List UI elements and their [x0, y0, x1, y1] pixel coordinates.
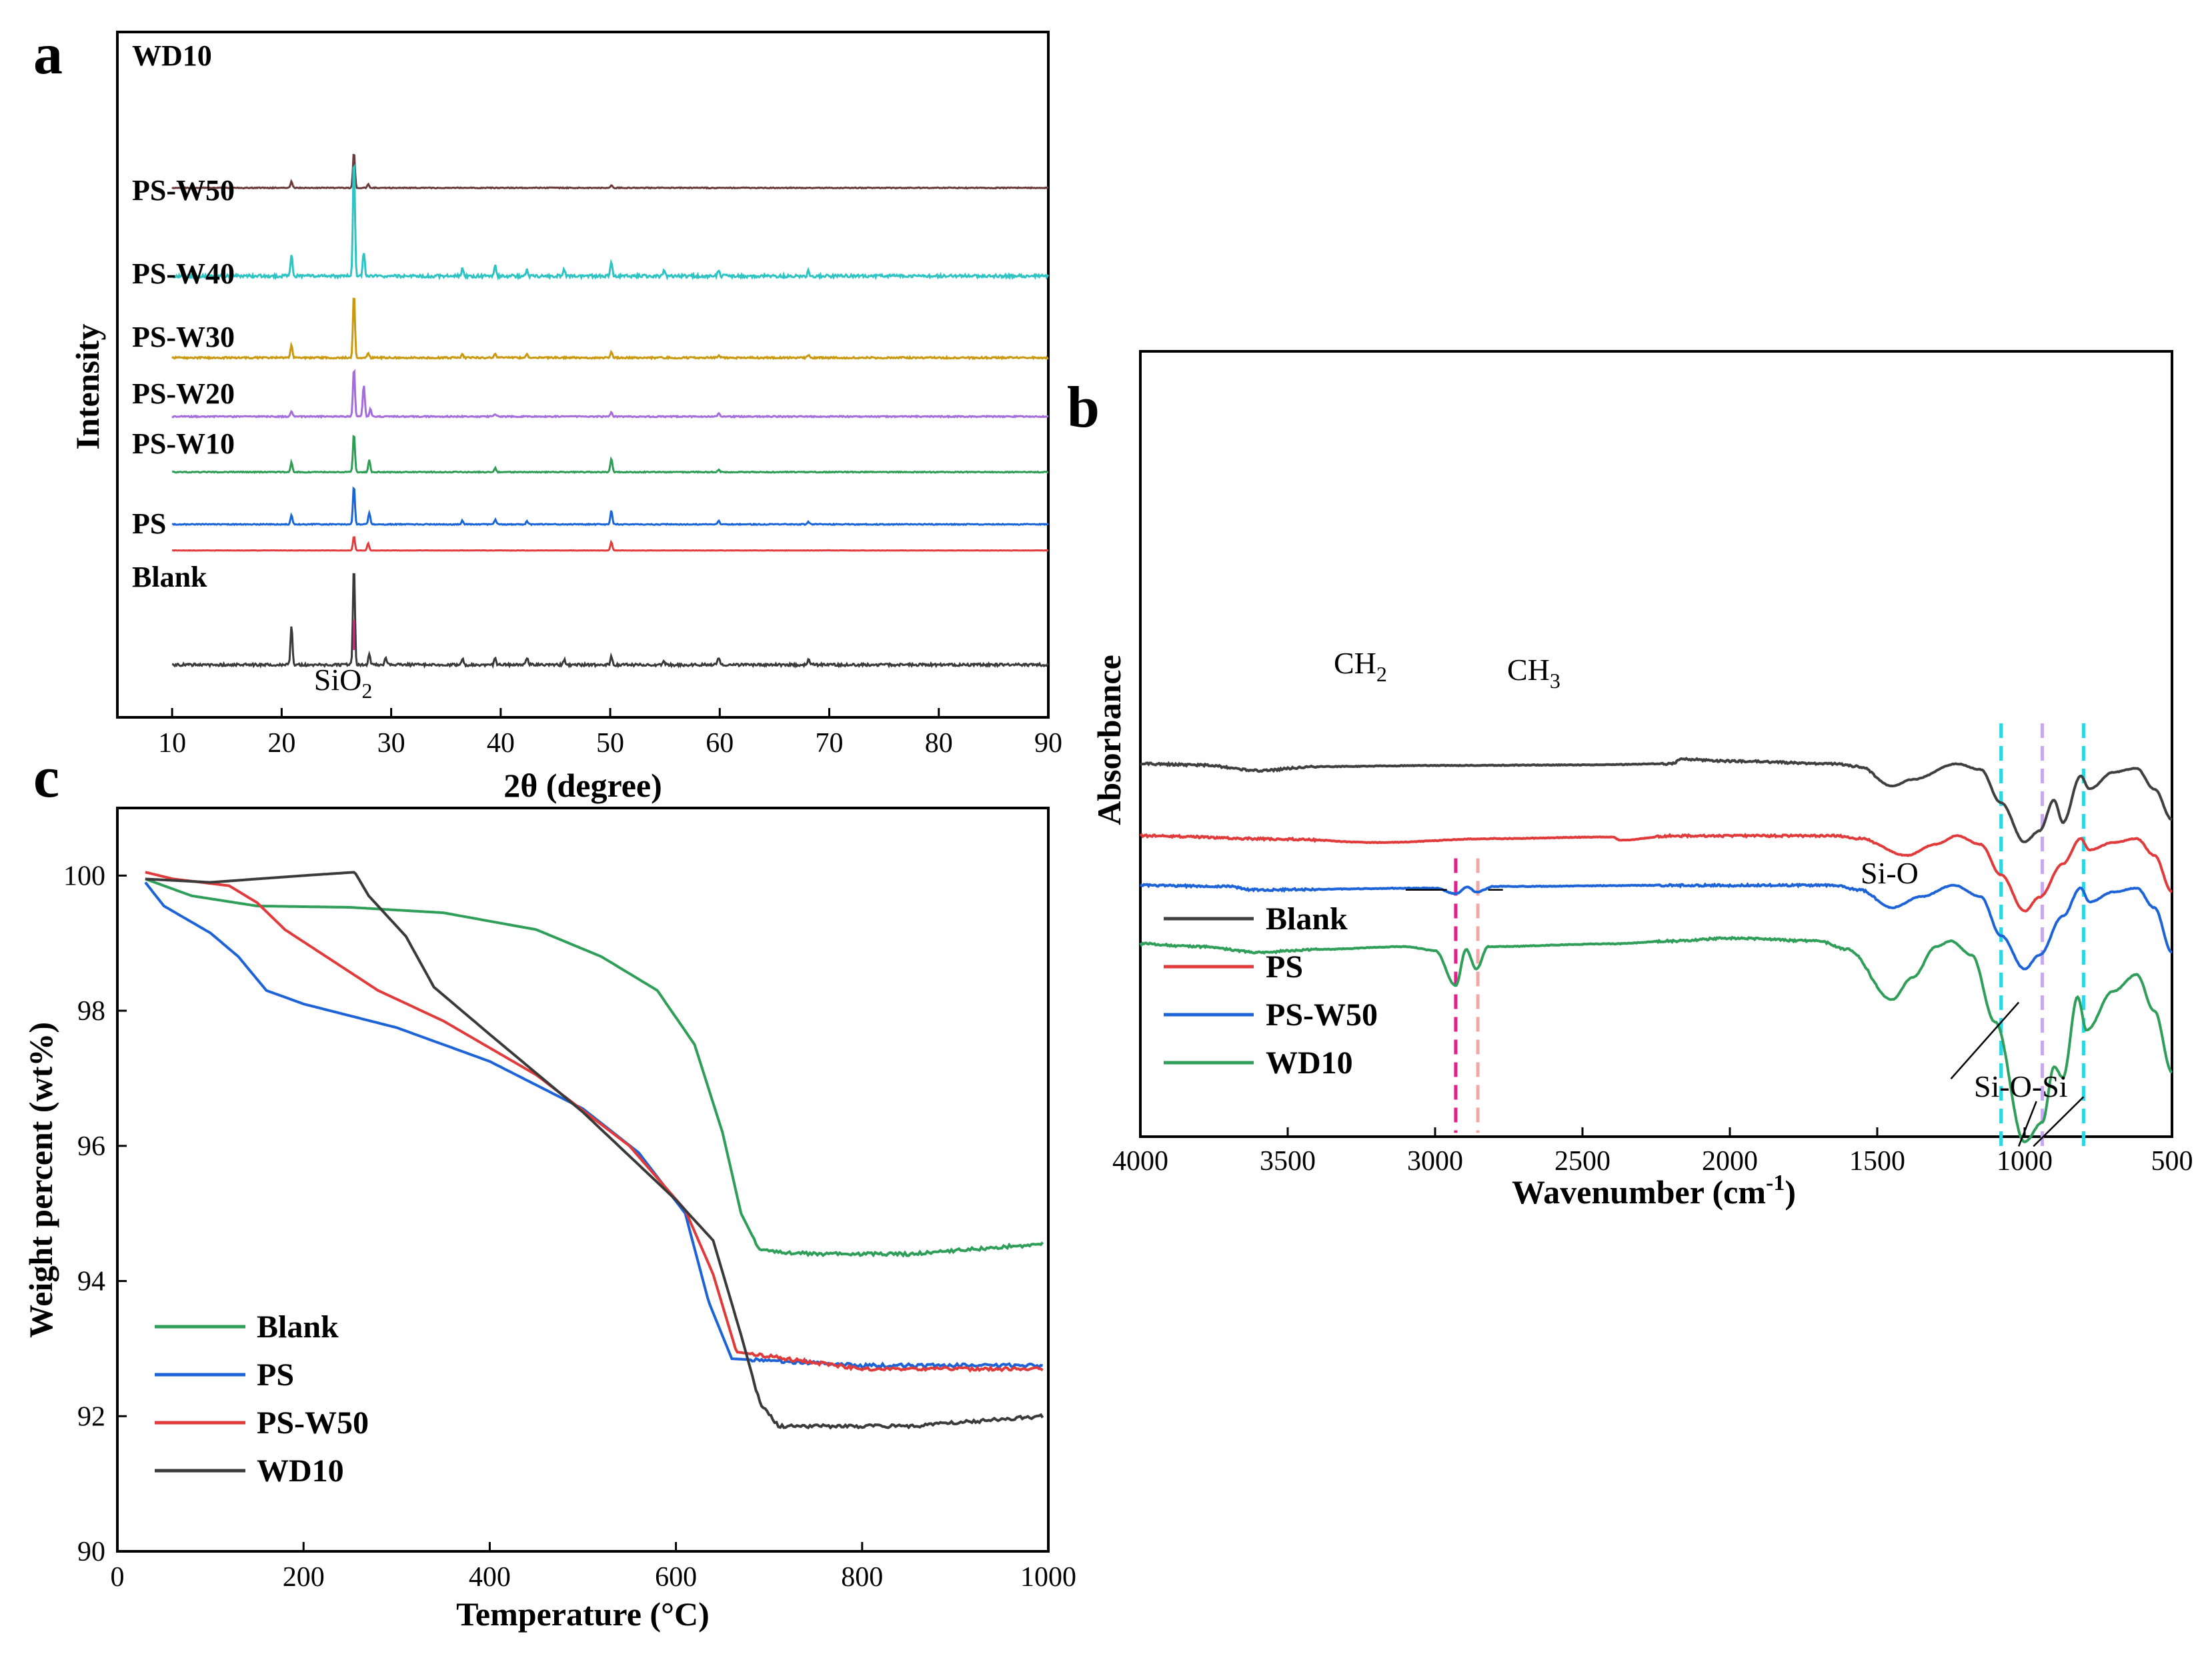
panel-a-label-blank: Blank [132, 561, 207, 593]
panel-b-x-axis-title: Wavenumber (cm-1) [1512, 1171, 1796, 1211]
panel-c-legend-label-wd10: WD10 [257, 1453, 344, 1489]
panel-b-x-tick-label: 3500 [1260, 1146, 1316, 1177]
panel-b-annotation-line [2017, 1101, 2037, 1147]
panel-b-series-ps-w50 [1140, 882, 2173, 971]
panel-a-x-tick-label: 60 [706, 728, 734, 759]
panel-c-x-tick-label: 1000 [1020, 1562, 1076, 1593]
panel-a-label-ps: PS [132, 507, 166, 540]
panel-b-ftir-chart: b 4000 3500 3000 2500 2000 1500 1000 500 CH2 CH… [1067, 350, 2193, 1211]
panel-a-series-group [171, 153, 1050, 669]
panel-c-legend-label-ps-w50: PS-W50 [257, 1405, 369, 1441]
panel-b-x-tick-label: 3000 [1407, 1146, 1463, 1177]
panel-a-series-ps-w20 [172, 435, 1049, 474]
panel-c-axis-ticks: 0 200 400 600 800 1000 90 92 94 96 98 100 [63, 861, 1076, 1593]
panel-a-plot-frame [116, 31, 1050, 719]
panel-b-annotation-line [1950, 1001, 2020, 1080]
panel-a-x-tick-label: 50 [596, 728, 624, 759]
panel-c-tga-chart: c 0 200 400 600 800 1000 90 92 94 96 98 100 Blank PS… [22, 745, 1076, 1633]
panel-c-y-axis-title: Weight percent (wt%) [22, 1022, 59, 1338]
panel-a-label-ps-w40: PS-W40 [132, 257, 235, 290]
panel-c-x-tick-label: 400 [469, 1562, 511, 1593]
panel-b-x-tick-label: 500 [2151, 1146, 2193, 1177]
panel-b-x-ticks: 4000 3500 3000 2500 2000 1500 1000 500 [1112, 1127, 2193, 1177]
panel-c-series-ps [144, 881, 1044, 1369]
panel-b-legend-label-ps: PS [1266, 949, 1303, 985]
panel-b-letter: b [1067, 375, 1100, 440]
panel-b-siosi-annotation: Si-O-Si [1974, 1069, 2068, 1103]
panel-a-x-tick-label: 40 [487, 728, 515, 759]
panel-b-annotation-lines [1405, 889, 2085, 1147]
panel-b-x-tick-label: 1000 [1997, 1146, 2053, 1177]
panel-b-sio-annotation: Si-O [1861, 856, 1919, 890]
panel-b-series-ps [1139, 833, 2173, 913]
panel-c-y-tick-label: 98 [77, 996, 105, 1027]
panel-b-ch3-annotation: CH3 [1507, 653, 1560, 693]
panel-b-x-tick-label: 4000 [1112, 1146, 1168, 1177]
panel-b-x-tick-label: 1500 [1849, 1146, 1905, 1177]
panel-c-x-tick-label: 600 [655, 1562, 697, 1593]
panel-b-plot-frame [1139, 350, 2173, 1138]
panel-a-x-ticks: 10 20 30 40 50 60 70 80 90 [158, 708, 1062, 759]
panel-a-x-tick-label: 90 [1034, 728, 1062, 759]
panel-c-y-tick-label: 94 [77, 1267, 105, 1297]
panel-b-x-tick-label: 2000 [1702, 1146, 1758, 1177]
panel-b-legend-label-blank: Blank [1266, 901, 1348, 937]
panel-a-series-ps-w50 [171, 163, 1050, 281]
panel-a-letter: a [33, 22, 63, 87]
panel-a-series-ps-w30 [171, 369, 1048, 419]
panel-a-x-tick-label: 10 [158, 728, 186, 759]
panel-c-plot-frame [116, 807, 1050, 1553]
panel-c-y-tick-label: 100 [63, 861, 105, 891]
panel-a-series-ps [171, 536, 1049, 552]
panel-a-label-ps-w20: PS-W20 [132, 377, 235, 410]
panel-c-legend: Blank PS PS-W50 WD10 [155, 1309, 369, 1489]
panel-b-legend: Blank PS PS-W50 WD10 [1164, 901, 1378, 1081]
panel-a-x-tick-label: 80 [925, 728, 953, 759]
panel-a-series-ps-w40 [171, 297, 1049, 361]
panel-c-series-ps-w50 [145, 871, 1044, 1373]
panel-a-x-tick-label: 20 [267, 728, 295, 759]
panel-a-y-axis-title: Intensity [69, 324, 106, 450]
panel-b-series-wd10 [1139, 935, 2173, 1144]
panel-a-series-labels: WD10 PS-W50 PS-W40 PS-W30 PS-W20 PS-W10 PS Blan… [132, 39, 235, 593]
panel-a-x-tick-label: 30 [377, 728, 405, 759]
panel-c-y-tick-label: 92 [77, 1401, 105, 1432]
panel-a-x-axis-title: 2θ (degree) [503, 767, 662, 804]
panel-b-legend-label-wd10: WD10 [1266, 1045, 1353, 1081]
panel-b-legend-label-ps-w50: PS-W50 [1266, 997, 1378, 1033]
panel-a-series-ps-w10 [171, 486, 1049, 527]
panel-a-label-ps-w30: PS-W30 [132, 321, 235, 353]
panel-a-sio2-label: SiO2 [314, 663, 373, 703]
panel-c-x-tick-label: 800 [841, 1562, 883, 1593]
panel-c-legend-label-ps: PS [257, 1357, 294, 1393]
panel-c-x-tick-label: 200 [283, 1562, 325, 1593]
panel-b-x-tick-label: 2500 [1554, 1146, 1610, 1177]
panel-c-series-blank [145, 877, 1044, 1258]
panel-c-series-wd10 [145, 871, 1044, 1430]
panel-b-ch2-annotation: CH2 [1334, 646, 1387, 686]
panel-a-x-tick-label: 70 [816, 728, 844, 759]
panel-a-label-ps-w50: PS-W50 [132, 174, 235, 207]
panel-a-label-wd10: WD10 [132, 39, 212, 72]
panel-b-series-group [1139, 757, 2173, 1144]
panel-c-y-tick-label: 90 [77, 1537, 105, 1567]
panel-b-annotation-line [2033, 1096, 2085, 1147]
panel-c-letter: c [33, 745, 59, 810]
panel-b-y-axis-title: Absorbance [1090, 655, 1128, 825]
panel-c-legend-label-blank: Blank [257, 1309, 339, 1345]
panel-b-series-blank [1140, 757, 2173, 843]
panel-a-xrd-chart: a 10 20 30 40 50 60 70 80 90 WD10 PS-W50 PS-W40 PS-… [33, 22, 1062, 804]
panel-c-x-axis-title: Temperature (°C) [456, 1595, 710, 1633]
panel-c-x-tick-label: 0 [111, 1562, 125, 1593]
panel-a-series-blank [171, 573, 1049, 669]
panel-a-label-ps-w10: PS-W10 [132, 427, 235, 460]
panel-a-series-wd10 [171, 153, 1048, 190]
panel-c-y-tick-label: 96 [77, 1131, 105, 1162]
panel-c-series-group [144, 871, 1044, 1430]
